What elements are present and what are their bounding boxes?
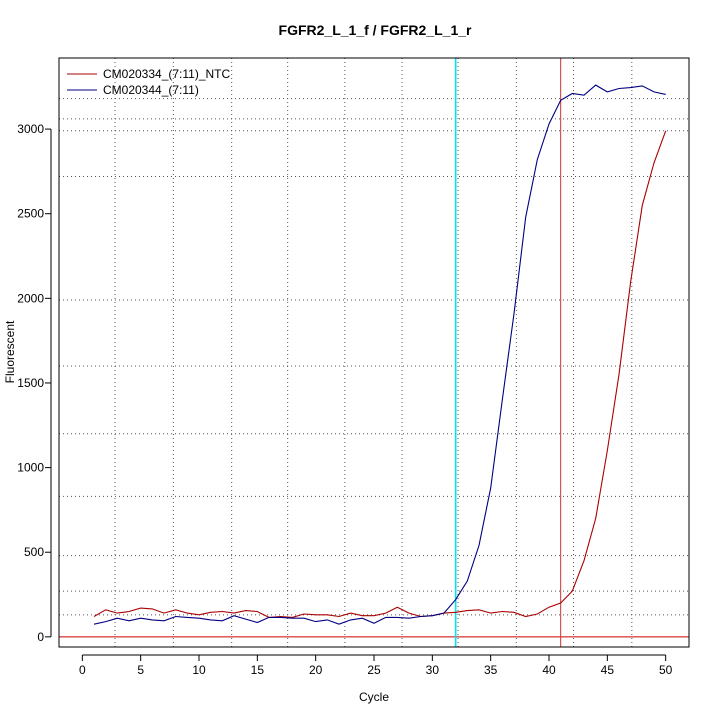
y-tick-label: 2500 — [17, 207, 44, 221]
x-tick-label: 5 — [137, 663, 144, 677]
x-axis-label: Cycle — [359, 690, 389, 704]
x-tick-label: 10 — [192, 663, 206, 677]
y-axis: 0 500 1000 1500 2000 2500 3000 — [17, 122, 52, 644]
series-layer — [93, 84, 667, 625]
y-tick-label: 3000 — [17, 122, 44, 136]
x-tick-label: 25 — [367, 663, 381, 677]
y-tick-label: 2000 — [17, 291, 44, 305]
chart-title: FGFR2_L_1_f / FGFR2_L_1_r — [279, 22, 473, 38]
x-tick-label: 50 — [659, 663, 673, 677]
y-tick-label: 500 — [24, 545, 44, 559]
series-line — [93, 130, 667, 618]
x-tick-label: 15 — [251, 663, 265, 677]
x-axis: 0 5 10 15 20 25 30 35 40 45 50 — [79, 654, 673, 677]
x-tick-label: 45 — [601, 663, 615, 677]
y-tick-label: 0 — [37, 630, 44, 644]
x-tick-label: 0 — [79, 663, 86, 677]
y-tick-label: 1500 — [17, 376, 44, 390]
grid-layer — [59, 58, 689, 647]
y-tick-label: 1000 — [17, 461, 44, 475]
legend-label: CM020344_(7:11) — [103, 83, 199, 97]
legend: CM020334_(7:11)_NTC CM020344_(7:11) — [67, 67, 231, 97]
y-axis-label: Fluorescent — [3, 320, 17, 383]
x-tick-label: 30 — [426, 663, 440, 677]
x-tick-label: 40 — [542, 663, 556, 677]
plot-frame — [58, 57, 690, 648]
ct-line-layer — [59, 58, 689, 647]
x-tick-label: 35 — [484, 663, 498, 677]
x-tick-label: 20 — [309, 663, 323, 677]
series-line — [93, 84, 666, 625]
legend-label: CM020334_(7:11)_NTC — [103, 67, 231, 81]
